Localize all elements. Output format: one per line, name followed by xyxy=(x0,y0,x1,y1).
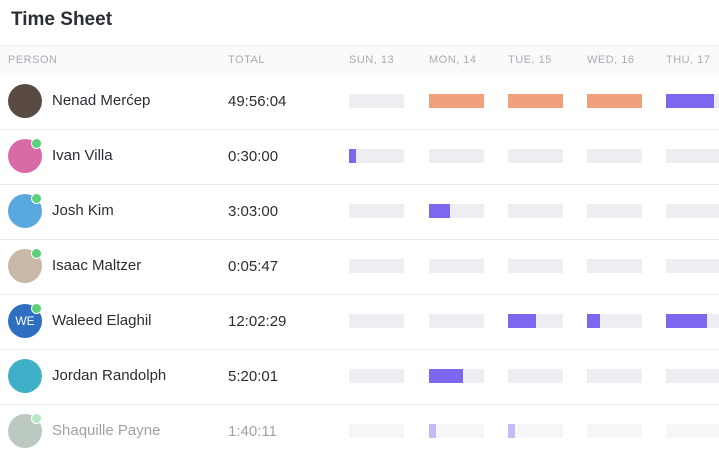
day-track xyxy=(587,149,642,163)
avatar xyxy=(8,194,42,228)
day-bar xyxy=(666,314,708,328)
day-track xyxy=(429,369,484,383)
day-track xyxy=(349,94,404,108)
day-track xyxy=(587,424,642,438)
day-track xyxy=(349,369,404,383)
total-time: 5:20:01 xyxy=(228,368,279,385)
person-name: Shaquille Payne xyxy=(52,422,161,439)
day-bar xyxy=(666,94,715,108)
title: Time Sheet xyxy=(11,9,113,30)
day-track xyxy=(587,259,642,273)
person-name: Josh Kim xyxy=(52,202,114,219)
status-dot xyxy=(31,193,42,204)
day-bar xyxy=(508,94,563,108)
avatar xyxy=(8,249,42,283)
day-bar xyxy=(508,424,516,438)
day-track xyxy=(429,94,484,108)
day-bar xyxy=(429,424,437,438)
column-header: PERSON xyxy=(8,54,58,66)
day-bar xyxy=(349,149,357,163)
day-track xyxy=(508,424,563,438)
row-separator xyxy=(0,184,719,185)
avatar xyxy=(8,359,42,393)
total-time: 3:03:00 xyxy=(228,203,279,220)
avatar xyxy=(8,414,42,448)
day-track xyxy=(508,369,563,383)
column-header: THU, 17 xyxy=(666,54,711,66)
day-track xyxy=(587,369,642,383)
person-name: Waleed Elaghil xyxy=(52,312,152,329)
total-time: 0:30:00 xyxy=(228,148,279,165)
day-bar xyxy=(587,94,642,108)
row-separator xyxy=(0,404,719,405)
day-track xyxy=(587,204,642,218)
status-dot xyxy=(31,303,42,314)
day-track xyxy=(349,204,404,218)
total-time: 12:02:29 xyxy=(228,313,287,330)
row-separator xyxy=(0,129,719,130)
day-track xyxy=(429,424,484,438)
day-track xyxy=(508,314,563,328)
person-name: Nenad Merćep xyxy=(52,92,151,109)
day-track xyxy=(508,204,563,218)
day-track xyxy=(349,259,404,273)
row-separator xyxy=(0,349,719,350)
column-header: SUN, 13 xyxy=(349,54,395,66)
column-header: TUE, 15 xyxy=(508,54,552,66)
status-dot xyxy=(31,413,42,424)
day-track xyxy=(666,149,719,163)
day-bar xyxy=(587,314,601,328)
day-track xyxy=(429,204,484,218)
column-header: MON, 14 xyxy=(429,54,477,66)
total-time: 0:05:47 xyxy=(228,258,279,275)
person-name: Isaac Maltzer xyxy=(52,257,142,274)
avatar xyxy=(8,139,42,173)
day-track xyxy=(508,94,563,108)
day-track xyxy=(349,314,404,328)
avatar xyxy=(8,84,42,118)
day-bar xyxy=(429,204,450,218)
total-time: 49:56:04 xyxy=(228,93,287,110)
day-bar xyxy=(429,369,464,383)
day-track xyxy=(508,149,563,163)
row-separator xyxy=(0,239,719,240)
day-track xyxy=(666,94,719,108)
day-track xyxy=(349,149,404,163)
status-dot xyxy=(31,248,42,259)
initials: WE xyxy=(15,314,35,328)
header-row xyxy=(0,45,719,76)
person-name: Ivan Villa xyxy=(52,147,113,164)
day-bar xyxy=(508,314,536,328)
day-track xyxy=(666,424,719,438)
day-track xyxy=(587,94,642,108)
day-track xyxy=(587,314,642,328)
day-track xyxy=(666,204,719,218)
day-bar xyxy=(429,94,484,108)
column-header: TOTAL xyxy=(228,54,265,66)
day-track xyxy=(429,259,484,273)
row-separator xyxy=(0,294,719,295)
day-track xyxy=(429,314,484,328)
status-dot xyxy=(31,138,42,149)
day-track xyxy=(666,314,719,328)
day-track xyxy=(666,369,719,383)
column-header: WED, 16 xyxy=(587,54,635,66)
day-track xyxy=(349,424,404,438)
day-track xyxy=(429,149,484,163)
day-track xyxy=(508,259,563,273)
day-track xyxy=(666,259,719,273)
avatar: WE xyxy=(8,304,42,338)
total-time: 1:40:11 xyxy=(228,423,277,440)
person-name: Jordan Randolph xyxy=(52,367,167,384)
